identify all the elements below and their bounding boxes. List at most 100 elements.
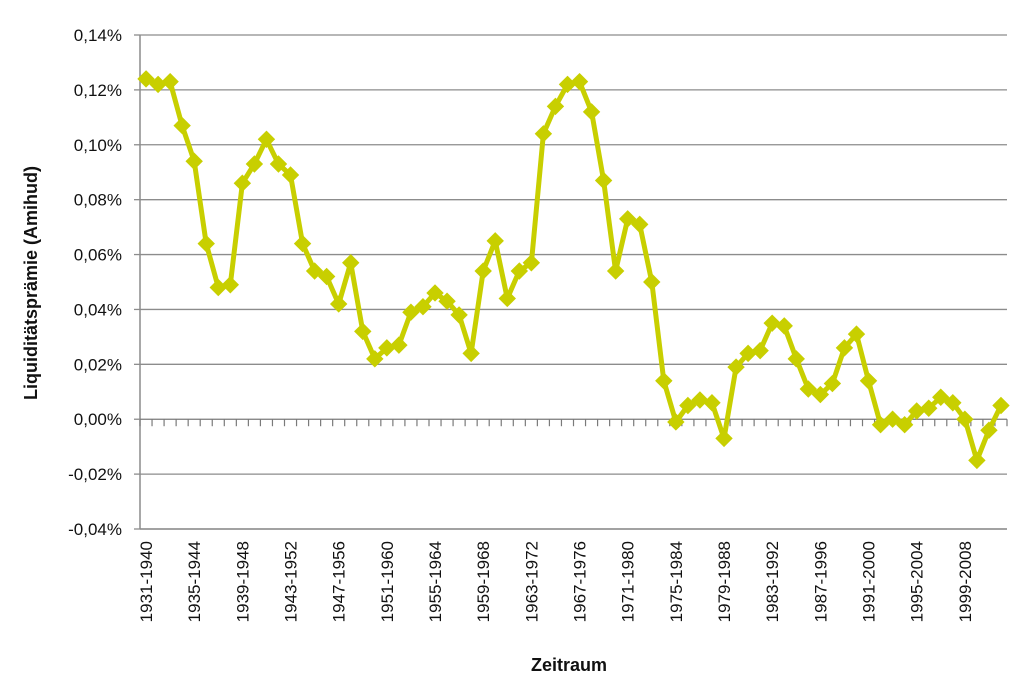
data-point	[691, 391, 709, 409]
data-point	[703, 394, 721, 412]
data-point	[787, 350, 805, 368]
x-tick-label: 1939-1948	[233, 541, 252, 622]
x-tick-label: 1995-2004	[908, 541, 927, 622]
data-point	[631, 215, 649, 234]
data-point	[968, 451, 986, 470]
data-point	[823, 374, 842, 393]
data-point	[679, 396, 697, 415]
data-point	[775, 317, 793, 335]
x-tick-label: 1935-1944	[185, 541, 204, 622]
data-point	[956, 410, 974, 428]
data-point	[835, 339, 854, 357]
data-point	[366, 350, 384, 368]
series-markers	[137, 70, 1010, 470]
data-point	[932, 388, 950, 406]
series-line	[143, 76, 1004, 463]
data-point	[257, 130, 276, 148]
y-axis-title: Liquiditätsprämie (Amihud)	[21, 166, 41, 400]
data-point	[510, 262, 529, 280]
data-point	[799, 380, 818, 398]
data-point	[498, 289, 516, 308]
x-tick-label: 1983-1992	[763, 541, 782, 622]
x-tick-label: 1979-1988	[715, 541, 734, 622]
data-point	[582, 103, 601, 121]
x-tick-label: 1991-2000	[860, 541, 879, 622]
x-tick-label: 1971-1980	[619, 541, 638, 622]
data-point	[317, 267, 336, 286]
data-point	[727, 358, 745, 376]
data-point	[281, 166, 300, 184]
x-tick-label: 1943-1952	[282, 541, 301, 622]
y-tick-label: -0,02%	[68, 465, 122, 484]
x-tick-labels: 1931-1940 1935-1944 1939-1948 1943-1952 1947…	[137, 541, 975, 622]
data-point	[763, 314, 781, 332]
data-point	[883, 410, 902, 428]
data-point	[992, 396, 1010, 415]
data-point	[305, 262, 324, 280]
y-tick-label: 0,08%	[74, 191, 122, 210]
data-point	[173, 116, 191, 135]
data-point	[751, 341, 769, 360]
data-point	[390, 336, 408, 354]
data-point	[185, 152, 203, 170]
y-tick-label: 0,04%	[74, 300, 122, 319]
x-tick-label: 1999-2008	[956, 541, 975, 622]
y-tick-label: -0,04%	[68, 520, 122, 539]
data-point	[655, 372, 673, 390]
x-tick-label: 1987-1996	[811, 541, 830, 622]
data-point	[354, 322, 372, 341]
data-point	[895, 416, 914, 434]
x-tick-label: 1955-1964	[426, 541, 445, 622]
x-tick-label: 1959-1968	[474, 541, 493, 622]
data-point	[474, 262, 492, 280]
data-point	[450, 306, 468, 324]
data-point	[522, 254, 541, 272]
y-tick-label: 0,00%	[74, 410, 122, 429]
data-point	[486, 232, 504, 250]
data-point	[546, 97, 565, 116]
y-tick-label: 0,02%	[74, 355, 122, 374]
axes	[134, 34, 1008, 530]
data-point	[847, 325, 866, 343]
series-line	[143, 76, 1004, 463]
y-tick-label: 0,12%	[74, 81, 122, 100]
data-point	[426, 284, 444, 302]
data-point	[618, 210, 637, 228]
data-point	[137, 70, 155, 88]
x-axis-title: Zeitraum	[531, 655, 607, 675]
data-point	[606, 262, 625, 280]
data-point	[667, 413, 685, 431]
y-tick-label: 0,14%	[74, 26, 122, 45]
data-point	[245, 155, 264, 173]
y-tick-label: 0,06%	[74, 246, 122, 265]
x-tick-label: 1963-1972	[522, 541, 541, 622]
data-point	[534, 125, 553, 143]
x-tick-label: 1975-1984	[667, 541, 686, 622]
data-point	[871, 416, 890, 434]
data-point	[920, 399, 938, 417]
data-point	[594, 171, 613, 190]
data-point	[980, 421, 998, 439]
y-tick-label: 0,10%	[74, 136, 122, 155]
data-point	[944, 394, 962, 412]
data-point	[233, 174, 252, 192]
data-point	[402, 303, 420, 321]
data-point	[414, 297, 432, 316]
gridlines	[140, 34, 1007, 530]
data-point	[643, 273, 661, 291]
data-point	[329, 295, 348, 313]
x-tick-label: 1947-1956	[330, 541, 349, 622]
data-point	[293, 234, 312, 253]
data-point	[570, 72, 589, 91]
data-point	[342, 254, 360, 272]
x-tick-label: 1951-1960	[378, 541, 397, 622]
data-point	[269, 155, 288, 173]
data-point	[221, 276, 240, 294]
data-point	[715, 429, 733, 448]
data-point	[462, 344, 480, 363]
data-point	[438, 292, 456, 310]
data-point	[161, 72, 179, 91]
y-tick-labels: -0,04% -0,02% 0,00% 0,02% 0,04% 0,06% 0,08% 0,1…	[68, 26, 122, 539]
data-point	[209, 278, 227, 297]
